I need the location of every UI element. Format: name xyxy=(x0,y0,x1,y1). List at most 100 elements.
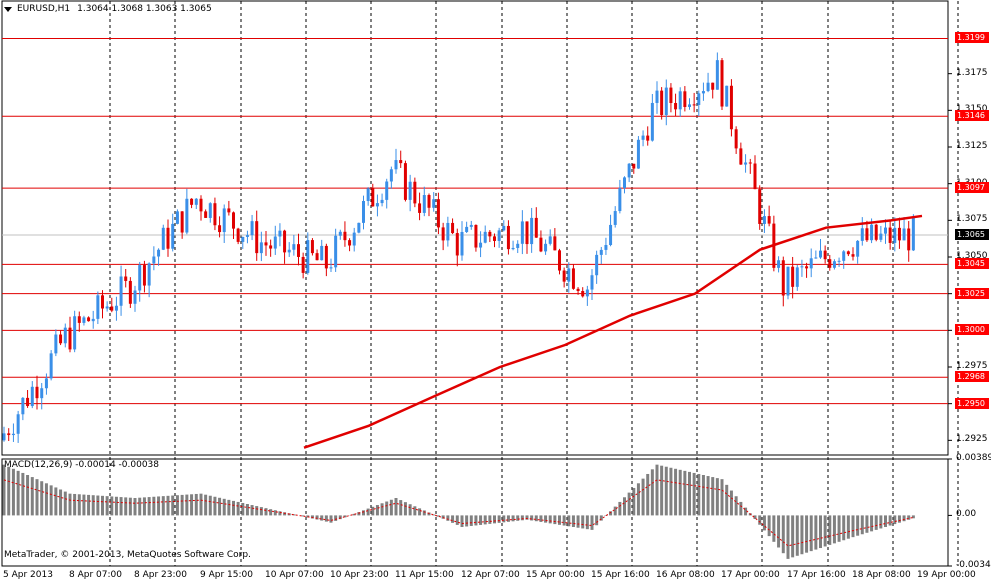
candle-body xyxy=(851,254,855,257)
candle-body xyxy=(846,251,850,255)
candle-body xyxy=(729,85,733,130)
candle-body xyxy=(185,198,189,233)
candle-body xyxy=(506,225,510,250)
candle-body xyxy=(474,224,478,248)
candle-body xyxy=(641,135,645,140)
candle-body xyxy=(800,266,804,268)
candle-body xyxy=(283,230,287,253)
symbol-label: EURUSD,H1 xyxy=(17,4,71,14)
candle-body xyxy=(534,217,538,238)
candle-body xyxy=(451,222,455,234)
price-level-tag: 1.3097 xyxy=(955,182,989,194)
candle-body xyxy=(814,257,818,259)
candle-body xyxy=(669,87,673,104)
price-pane-frame xyxy=(1,0,949,456)
candle-body xyxy=(124,276,128,281)
candle-body xyxy=(161,227,165,250)
moving-average-line xyxy=(303,214,923,449)
candle-body xyxy=(558,250,561,271)
candle-body xyxy=(380,199,384,204)
candle-body xyxy=(753,163,757,190)
candle-body xyxy=(530,217,534,245)
candle-body xyxy=(171,223,175,249)
candle-body xyxy=(786,266,790,296)
candle-body xyxy=(576,288,580,292)
candle-body xyxy=(101,295,104,309)
candle-body xyxy=(865,228,869,241)
candle-body xyxy=(777,260,781,268)
candle-body xyxy=(692,104,696,106)
candle-body xyxy=(399,160,403,164)
price-level-tag: 1.2968 xyxy=(955,371,989,383)
candle-body xyxy=(343,231,347,241)
candle-body xyxy=(711,82,715,90)
candle-body xyxy=(674,103,678,110)
candle-body xyxy=(678,91,682,110)
time-axis-label: 18 Apr 08:00 xyxy=(852,570,911,580)
candle-body xyxy=(623,177,626,189)
candle-body xyxy=(870,224,874,241)
candle-body xyxy=(338,231,342,236)
price-tick-label: 1.3150 xyxy=(956,104,988,115)
candle-body xyxy=(278,230,282,237)
candle-body xyxy=(147,263,151,286)
candle-body xyxy=(385,181,389,200)
time-axis-label: 17 Apr 16:00 xyxy=(787,570,846,580)
candle-body xyxy=(7,433,11,436)
candle-body xyxy=(54,334,58,354)
candle-body xyxy=(334,235,338,268)
candle-body xyxy=(460,231,464,256)
price-tick-label: 1.3050 xyxy=(956,251,988,261)
candle-body xyxy=(795,267,799,287)
candle-body xyxy=(357,222,361,233)
triangle-down-icon[interactable] xyxy=(4,6,12,12)
candle-body xyxy=(525,221,529,245)
candle-body xyxy=(199,198,203,212)
time-axis-label: 11 Apr 15:00 xyxy=(395,570,454,580)
current-price-tag: 1.3065 xyxy=(955,229,989,240)
time-axis-label: 12 Apr 07:00 xyxy=(461,570,520,580)
symbol-header: EURUSD,H1 1.3064 1.3068 1.3063 1.3065 xyxy=(4,4,212,14)
macd-label: MACD(12,26,9) -0.00014 -0.00038 xyxy=(4,460,160,470)
candle-body xyxy=(82,317,86,323)
candle-body xyxy=(585,289,589,297)
candle-body xyxy=(110,306,114,311)
candle-body xyxy=(469,224,473,227)
candle-body xyxy=(720,60,724,107)
candle-body xyxy=(548,236,552,244)
candle-body xyxy=(232,212,235,229)
candle-body xyxy=(762,216,766,224)
candle-body xyxy=(758,189,762,224)
candle-body xyxy=(828,259,832,268)
candle-body xyxy=(269,245,273,249)
candle-body xyxy=(544,243,548,252)
macd-signal-line xyxy=(3,479,914,547)
candle-body xyxy=(897,227,901,241)
candle-body xyxy=(706,82,710,92)
macd-axis-label: -0.00349 xyxy=(956,560,991,570)
candle-body xyxy=(394,160,398,170)
macd-pane-frame xyxy=(1,458,949,567)
candle-body xyxy=(133,290,137,304)
candle-body xyxy=(105,306,109,309)
time-axis-label: 9 Apr 15:00 xyxy=(200,570,253,580)
candle-body xyxy=(119,276,123,306)
candle-body xyxy=(175,211,179,224)
candle-body xyxy=(11,433,15,436)
candle-body xyxy=(35,386,39,399)
candle-body xyxy=(911,217,915,251)
candle-body xyxy=(352,232,356,246)
candle-body xyxy=(502,225,506,231)
candle-body xyxy=(479,242,483,248)
candle-body xyxy=(683,91,687,107)
candle-body xyxy=(465,226,469,232)
candle-body xyxy=(362,200,365,223)
candle-body xyxy=(837,260,841,262)
candle-body xyxy=(884,227,887,234)
candle-body xyxy=(128,280,132,304)
candle-body xyxy=(660,90,664,116)
ohlc-label: 1.3064 1.3068 1.3063 1.3065 xyxy=(77,4,212,14)
candle-body xyxy=(152,256,156,264)
